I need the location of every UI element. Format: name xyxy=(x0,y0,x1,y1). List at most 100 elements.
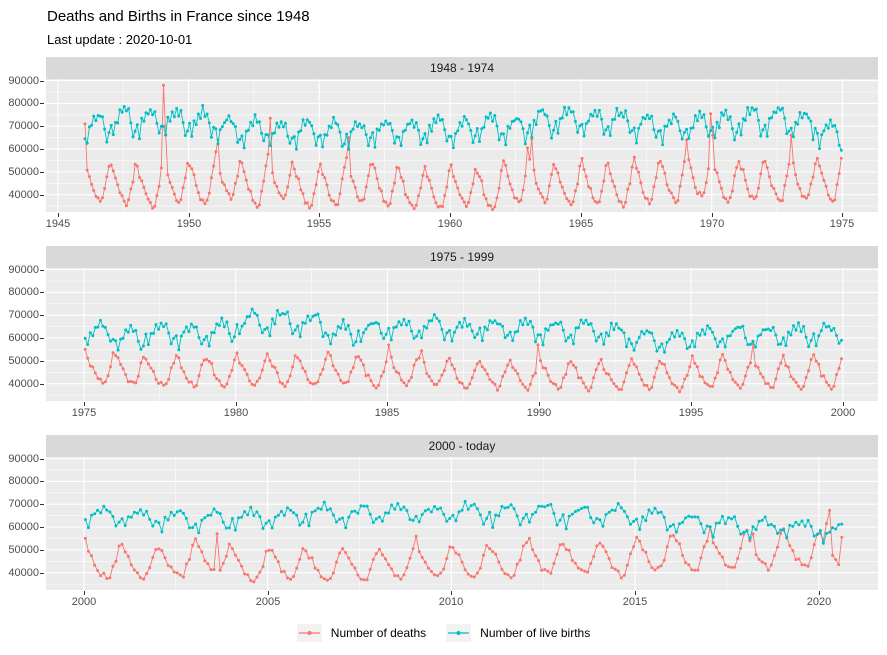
deaths-data-point xyxy=(377,547,381,551)
births-data-point xyxy=(129,323,133,327)
births-data-point xyxy=(420,513,424,516)
births-data-point xyxy=(331,332,335,336)
deaths-data-point xyxy=(276,560,280,564)
deaths-data-point xyxy=(123,550,127,554)
deaths-data-point xyxy=(673,383,677,387)
deaths-data-point xyxy=(359,577,363,581)
deaths-data-point xyxy=(90,554,93,558)
deaths-data-point xyxy=(491,550,495,554)
deaths-data-point xyxy=(809,182,813,186)
panel-area: 40000 50000 60000 70000 80000 90000 xyxy=(8,75,878,212)
births-data-point xyxy=(126,515,130,519)
births-data-point xyxy=(794,520,798,524)
births-data-point xyxy=(524,512,528,516)
deaths-data-point xyxy=(279,194,283,198)
births-data-point xyxy=(235,323,239,326)
births-data-point xyxy=(194,522,198,526)
x-tick-label: 2005 xyxy=(255,596,281,608)
deaths-data-point xyxy=(101,196,104,200)
births-data-point xyxy=(494,513,498,517)
births-data-point xyxy=(192,325,196,329)
y-tick-mark xyxy=(40,270,44,271)
deaths-data-point xyxy=(770,184,774,188)
births-data-point xyxy=(382,123,386,127)
deaths-data-point xyxy=(550,173,553,176)
x-tick-mark xyxy=(319,213,320,217)
births-data-point xyxy=(774,111,778,115)
births-data-point xyxy=(573,119,577,123)
births-data-point xyxy=(206,513,210,517)
deaths-data-point xyxy=(527,536,531,540)
deaths-data-point xyxy=(702,191,706,195)
births-data-point xyxy=(785,536,789,540)
deaths-data-point xyxy=(288,374,292,378)
x-axis: 1975 1980 1985 1990 1995 2000 xyxy=(46,401,878,423)
deaths-data-point xyxy=(569,360,573,364)
births-data-point xyxy=(579,318,583,322)
deaths-data-point xyxy=(757,557,761,561)
births-data-point xyxy=(458,121,462,124)
births-data-point xyxy=(301,520,305,524)
deaths-data-point xyxy=(839,156,843,160)
deaths-data-point xyxy=(177,201,181,204)
deaths-data-point xyxy=(560,185,564,189)
y-tick-label: 80000 xyxy=(8,286,39,299)
deaths-data-point xyxy=(153,204,157,208)
births-data-point xyxy=(746,343,750,347)
births-data-point xyxy=(194,123,198,127)
births-data-point xyxy=(835,130,839,134)
births-data-point xyxy=(640,330,644,334)
deaths-data-point xyxy=(480,365,484,369)
births-data-point xyxy=(304,512,308,516)
births-data-point xyxy=(230,340,234,343)
deaths-data-point xyxy=(523,174,527,178)
births-data-point xyxy=(571,110,575,114)
births-data-point xyxy=(488,319,492,323)
births-data-point xyxy=(682,131,686,134)
births-data-point xyxy=(483,325,487,329)
deaths-data-point xyxy=(687,158,691,162)
deaths-data-point xyxy=(708,384,712,388)
deaths-data-point xyxy=(109,365,112,369)
births-data-point xyxy=(167,331,171,335)
deaths-data-point xyxy=(592,555,596,558)
deaths-data-point xyxy=(574,366,578,370)
births-data-point xyxy=(715,120,719,124)
births-data-point xyxy=(739,532,743,536)
deaths-data-point xyxy=(715,171,719,175)
gridlines xyxy=(46,268,878,401)
deaths-data-point xyxy=(554,383,558,386)
deaths-data-point xyxy=(377,383,381,387)
births-data-point xyxy=(496,322,499,326)
deaths-data-point xyxy=(720,555,724,559)
deaths-data-point xyxy=(423,560,427,564)
deaths-data-point xyxy=(580,568,583,572)
births-data-point xyxy=(687,137,691,140)
births-data-point xyxy=(635,141,638,145)
deaths-data-point xyxy=(99,574,103,578)
births-data-point xyxy=(480,127,484,131)
births-data-point xyxy=(152,331,155,335)
deaths-data-point xyxy=(407,379,411,383)
births-data-point xyxy=(148,108,152,112)
births-data-point xyxy=(86,526,90,530)
y-tick-label: 50000 xyxy=(8,543,39,556)
births-data-point xyxy=(551,323,555,327)
y-tick-mark xyxy=(40,504,44,505)
deaths-data-point xyxy=(402,573,406,577)
births-data-point xyxy=(776,531,779,535)
births-data-point xyxy=(318,133,322,137)
y-tick-mark xyxy=(40,338,44,339)
deaths-data-point xyxy=(840,357,843,361)
births-data-point xyxy=(144,332,148,336)
births-data-point xyxy=(329,342,333,346)
births-data-point xyxy=(157,327,161,331)
deaths-data-point xyxy=(511,366,515,369)
deaths-data-point xyxy=(336,203,340,207)
births-data-point xyxy=(627,337,631,341)
x-tick-mark xyxy=(842,213,843,217)
deaths-data-point xyxy=(818,164,821,168)
births-data-point xyxy=(177,114,181,118)
births-data-point xyxy=(129,515,133,519)
deaths-data-point xyxy=(166,564,170,567)
